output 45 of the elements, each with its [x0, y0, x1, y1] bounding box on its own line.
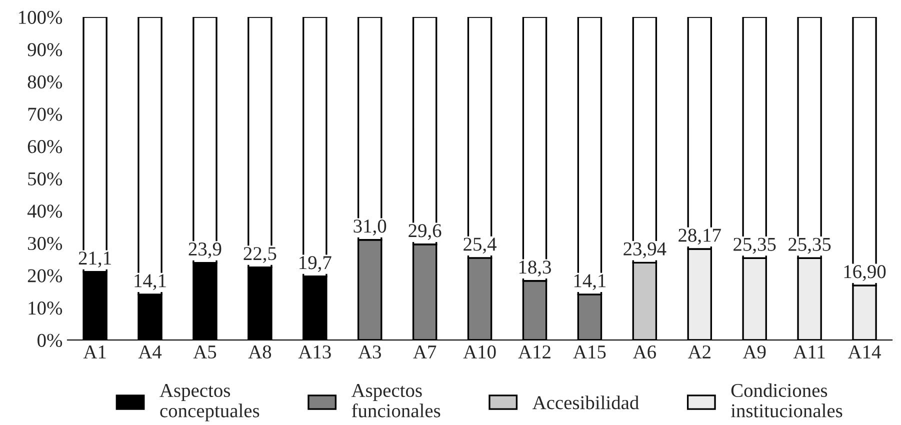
data-label: 29,6 — [408, 224, 442, 240]
data-label: 31,0 — [354, 220, 386, 236]
y-tick-label: 90% — [28, 43, 62, 56]
data-label: 23,9 — [188, 242, 222, 258]
x-tick-label: A6 — [632, 345, 656, 359]
y-tick-label: 100% — [19, 10, 62, 24]
y-tick-label: 0% — [38, 334, 62, 347]
data-label: 14,1 — [134, 274, 166, 290]
data-label: 21,1 — [78, 252, 111, 268]
legend-label: Accesibilidad — [532, 396, 639, 410]
legend-label: Condiciones institucionales — [730, 383, 842, 418]
y-tick-label: 10% — [28, 302, 62, 315]
y-tick-label: 40% — [27, 204, 62, 218]
x-tick-label: A7 — [413, 346, 436, 358]
data-label: 25,35 — [788, 238, 831, 254]
x-tick-label: A3 — [358, 345, 381, 359]
y-tick-label: 80% — [28, 75, 62, 89]
y-tick-label: 50% — [28, 172, 62, 186]
x-tick-label: A12 — [518, 345, 550, 358]
x-tick-label: A13 — [298, 345, 331, 359]
data-label: 25,35 — [734, 238, 776, 254]
legend-label: Aspectos funcionales — [351, 384, 440, 418]
data-label: 19,7 — [300, 256, 332, 272]
y-tick-label: 30% — [28, 236, 62, 250]
x-tick-label: A1 — [83, 346, 106, 358]
legend-label: Aspectos conceptuales — [160, 384, 260, 422]
x-tick-label: A8 — [248, 345, 272, 359]
data-label: 28,17 — [678, 228, 721, 245]
x-tick-label: A5 — [193, 346, 216, 359]
data-label: 14,1 — [574, 274, 606, 290]
x-tick-label: A14 — [848, 346, 881, 358]
data-label: 25,4 — [464, 238, 496, 254]
x-tick-label: A10 — [463, 345, 496, 359]
data-label: 22,5 — [244, 247, 276, 263]
data-label: 16,90 — [844, 265, 886, 282]
y-tick-label: 60% — [28, 140, 62, 154]
y-tick-label: 20% — [28, 269, 62, 282]
y-tick-label: 70% — [28, 108, 62, 121]
x-tick-label: A9 — [742, 345, 766, 359]
data-label: 23,94 — [624, 242, 666, 258]
x-tick-label: A4 — [138, 346, 162, 358]
x-tick-label: A15 — [573, 346, 606, 359]
x-tick-label: A11 — [793, 346, 825, 358]
x-tick-label: A2 — [688, 345, 710, 358]
data-label: 18,3 — [519, 260, 551, 277]
